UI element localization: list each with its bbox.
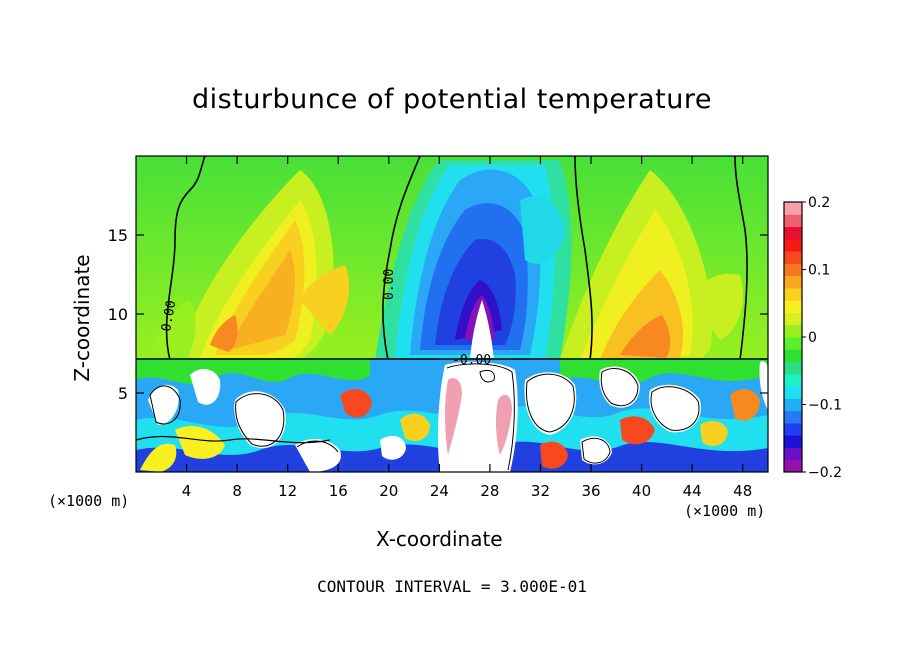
x-tick-label: 8: [232, 482, 242, 500]
y-axis: 5 10 15: [108, 226, 768, 403]
colorbar-swatch: [784, 435, 802, 448]
colorbar-tick-label: 0.2: [808, 195, 830, 211]
colorbar-ticks: 0.2 0.1 0 −0.1 −0.2: [802, 195, 842, 481]
colorbar-swatch: [784, 410, 802, 424]
colorbar-swatch: [784, 373, 802, 387]
y-tick-label: 15: [108, 226, 128, 245]
colorbar-swatch: [784, 337, 802, 350]
x-axis: 4 8 12 16 20 24 28 32 36 40 44 48: [182, 156, 752, 500]
x-tick-label: 48: [733, 482, 752, 500]
colorbar-swatch: [784, 214, 802, 228]
colorbar-swatch: [784, 287, 802, 301]
colorbar-tick-label: 0.1: [808, 263, 830, 279]
y-tick-label: 5: [118, 384, 128, 403]
colorbar: [783, 201, 803, 473]
colorbar-swatch: [784, 447, 802, 461]
y-axis-label: Z-coordinate: [70, 254, 94, 382]
z-unit-label: (×1000 m): [48, 492, 130, 510]
colorbar-swatch: [784, 263, 802, 277]
colorbar-swatch: [784, 300, 802, 313]
x-axis-label: X-coordinate: [376, 527, 503, 551]
x-tick-label: 32: [531, 482, 550, 500]
contour-label: 0.00: [382, 269, 397, 300]
x-tick-label: 24: [430, 482, 449, 500]
x-tick-label: 44: [683, 482, 702, 500]
x-tick-label: 16: [329, 482, 348, 500]
colorbar-swatch: [784, 398, 802, 412]
contour-label: 0.00: [159, 299, 179, 332]
y-tick-label: 10: [108, 305, 128, 324]
x-tick-label: 4: [182, 482, 192, 500]
chart-title: disturbunce of potential temperature: [192, 84, 712, 115]
colorbar-swatch: [784, 275, 802, 289]
x-tick-label: 12: [278, 482, 297, 500]
plot-area: [136, 156, 768, 472]
colorbar-swatch: [784, 238, 802, 252]
colorbar-swatch: [784, 226, 802, 240]
x-tick-label: 36: [581, 482, 600, 500]
x-tick-label: 20: [379, 482, 398, 500]
x-tick-label: 28: [480, 482, 499, 500]
contour-interval-note: CONTOUR INTERVAL = 3.000E-01: [317, 577, 587, 596]
colorbar-swatch: [784, 202, 802, 215]
colorbar-swatch: [784, 312, 802, 326]
colorbar-swatch: [784, 386, 802, 399]
contour-label: -0.00: [452, 353, 491, 368]
x-unit-label: (×1000 m): [684, 502, 766, 520]
colorbar-tick-label: 0: [808, 330, 817, 346]
colorbar-swatch: [784, 324, 802, 338]
colorbar-swatch: [784, 251, 802, 264]
x-tick-label: 40: [632, 482, 651, 500]
colorbar-swatch: [784, 422, 802, 436]
colorbar-swatch: [784, 459, 802, 473]
colorbar-tick-label: −0.1: [808, 398, 842, 414]
colorbar-tick-label: −0.2: [808, 465, 842, 481]
colorbar-swatch: [784, 349, 802, 363]
colorbar-swatch: [784, 361, 802, 375]
